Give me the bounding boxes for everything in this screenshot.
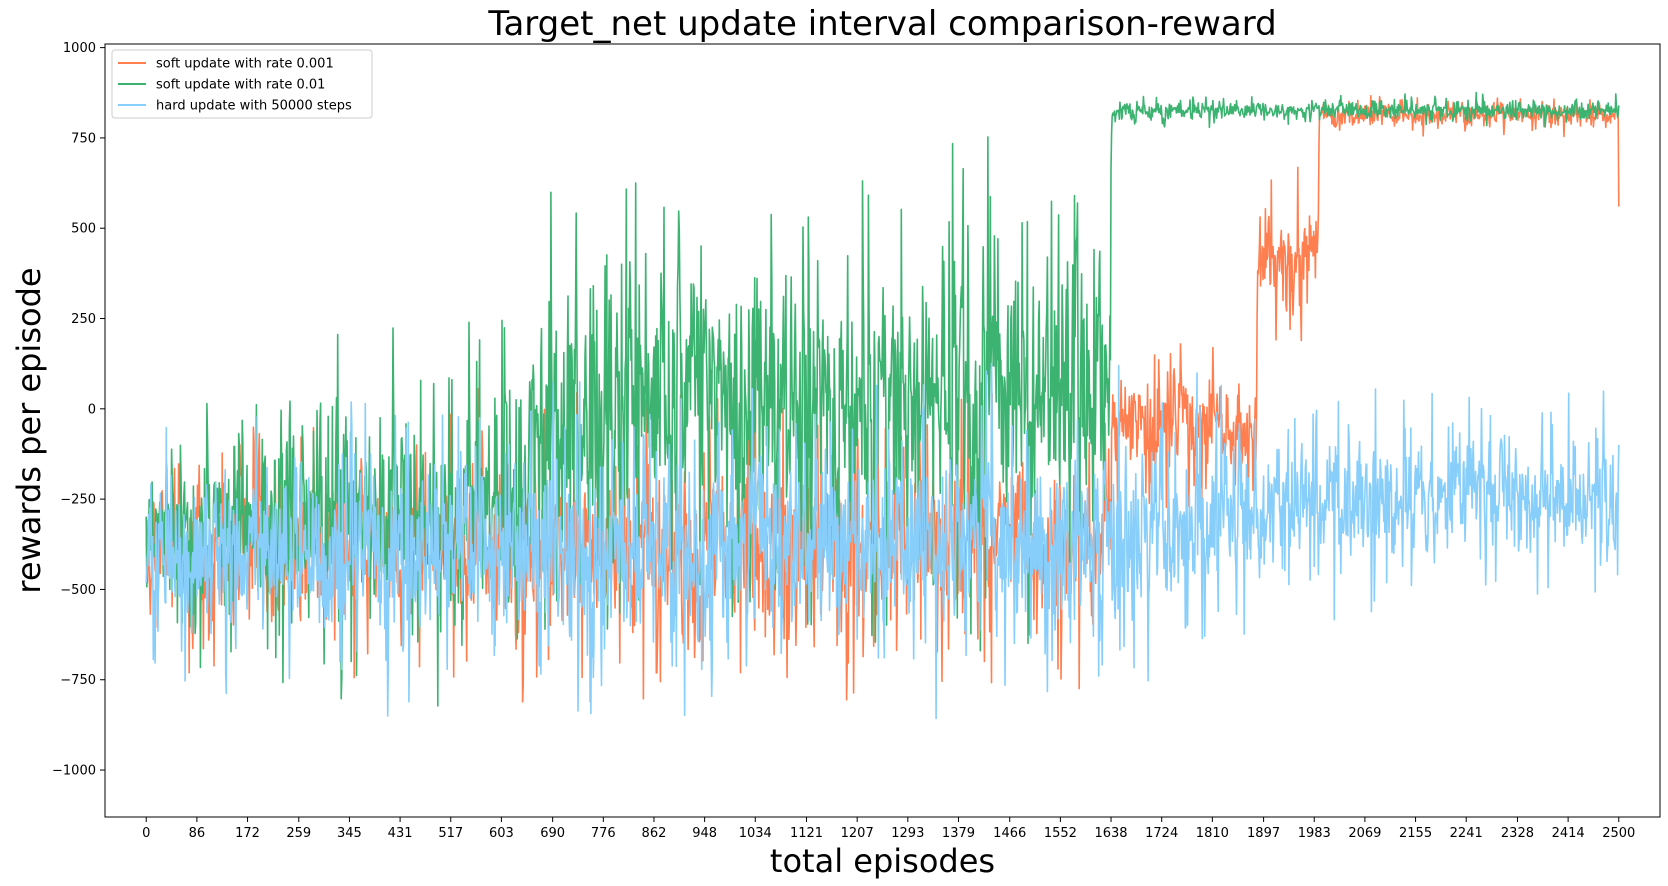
x-tick-label: 2414 (1552, 826, 1585, 841)
plot-frame (104, 43, 1661, 818)
series-layer (145, 91, 1620, 720)
y-axis-title: rewards per episode (10, 267, 48, 593)
chart-title: Target_net update interval comparison-re… (487, 4, 1276, 44)
x-tick-label: 690 (540, 826, 565, 841)
y-axis: −1000 −750 −500 −250 0 250 500 750 1000 (52, 41, 105, 779)
x-tick-label: 1552 (1044, 826, 1077, 841)
y-tick-label: 500 (71, 222, 96, 237)
x-tick-label: 862 (642, 826, 667, 841)
x-tick-label: 1897 (1247, 826, 1280, 841)
y-tick-label: −750 (60, 673, 96, 688)
x-axis: 0 86 172 259 345 431 517 603 690 776 862 948 1034 112… (142, 817, 1635, 841)
legend: soft update with rate 0.001 soft update w… (111, 49, 373, 119)
legend-label: soft update with rate 0.001 (156, 57, 334, 72)
x-tick-label: 2241 (1450, 826, 1483, 841)
legend-label: hard update with 50000 steps (156, 99, 352, 114)
x-tick-label: 517 (438, 826, 463, 841)
y-tick-label: 0 (88, 402, 96, 417)
x-tick-label: 1810 (1196, 826, 1229, 841)
x-tick-label: 1983 (1298, 826, 1331, 841)
x-tick-label: 603 (489, 826, 514, 841)
x-tick-label: 1207 (841, 826, 874, 841)
series-line-3 (145, 362, 1620, 720)
x-tick-label: 1293 (891, 826, 924, 841)
legend-box (111, 49, 373, 119)
x-tick-label: 259 (286, 826, 311, 841)
x-tick-label: 2069 (1348, 826, 1381, 841)
x-tick-label: 1121 (790, 826, 823, 841)
y-tick-label: −1000 (52, 764, 96, 779)
x-tick-label: 172 (235, 826, 260, 841)
x-tick-label: 948 (692, 826, 717, 841)
x-tick-label: 2500 (1602, 826, 1635, 841)
y-tick-label: 750 (71, 131, 96, 146)
x-tick-label: 776 (591, 826, 616, 841)
legend-label: soft update with rate 0.01 (156, 78, 325, 93)
x-axis-title: total episodes (770, 842, 995, 880)
y-tick-label: 250 (71, 312, 96, 327)
x-tick-label: 0 (142, 826, 150, 841)
x-tick-label: 1466 (993, 826, 1026, 841)
x-tick-label: 1724 (1145, 826, 1178, 841)
x-tick-label: 1379 (942, 826, 975, 841)
x-tick-label: 431 (388, 826, 413, 841)
x-tick-label: 345 (337, 826, 362, 841)
y-tick-label: 1000 (63, 41, 96, 56)
x-tick-label: 1638 (1094, 826, 1127, 841)
x-tick-label: 1034 (739, 826, 772, 841)
x-tick-label: 86 (189, 826, 206, 841)
y-tick-label: −250 (60, 493, 96, 508)
x-tick-label: 2328 (1501, 826, 1534, 841)
y-tick-label: −500 (60, 583, 96, 598)
x-tick-label: 2155 (1399, 826, 1432, 841)
